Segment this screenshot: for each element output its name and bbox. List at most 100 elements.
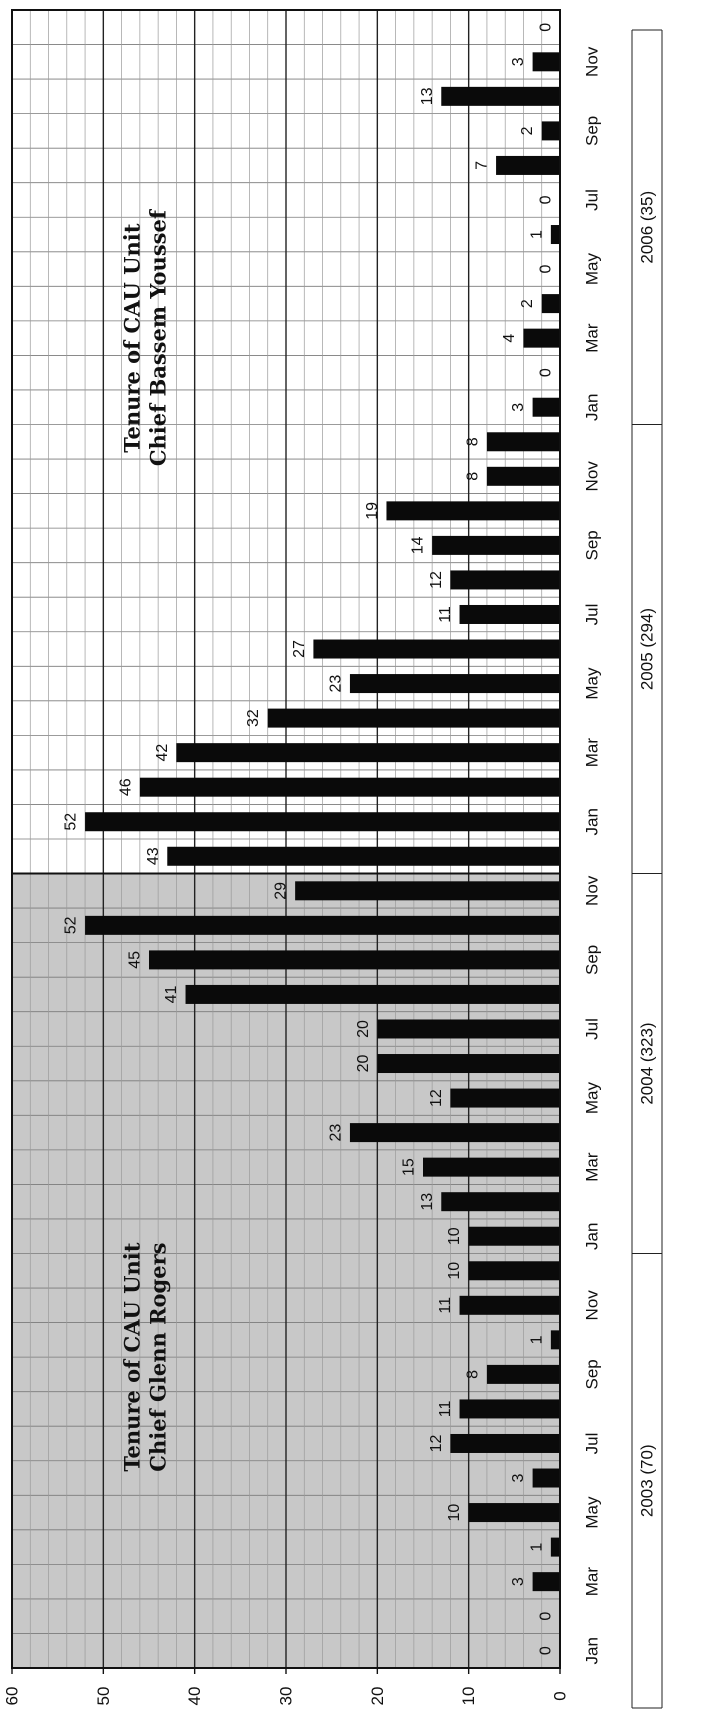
value-label-21: 52: [63, 916, 80, 934]
month-label-20: Sep: [583, 945, 602, 975]
bar-10: [459, 1295, 560, 1315]
bar-15: [349, 1123, 560, 1143]
bar-27: [267, 708, 560, 728]
value-label-24: 52: [63, 813, 80, 831]
month-label-30: Jul: [583, 604, 602, 626]
value-label-1: 0: [538, 1612, 555, 1621]
bar-21: [85, 915, 561, 935]
month-label-36: Jan: [583, 394, 602, 421]
value-label-37: 0: [538, 368, 555, 377]
value-label-2: 3: [510, 1577, 527, 1586]
bar-32: [432, 535, 560, 555]
value-label-32: 14: [410, 536, 427, 554]
bar-31: [450, 570, 560, 590]
bar-34: [486, 466, 560, 486]
value-label-12: 10: [446, 1227, 463, 1245]
month-label-16: May: [583, 1082, 602, 1115]
bar-44: [541, 121, 560, 141]
tenure-line2-1: Chief Bassem Youssef: [146, 208, 171, 466]
gridlines: [11, 9, 561, 1669]
month-label-6: Jul: [583, 1433, 602, 1455]
bar-30: [459, 604, 560, 624]
bar-14: [423, 1157, 560, 1177]
tick-label-0: 0: [551, 1691, 570, 1700]
bar-22: [295, 881, 560, 901]
value-label-16: 12: [428, 1089, 445, 1107]
year-axis: 2003 (70) 2004 (323) 2005 (294) 2006 (35): [631, 29, 663, 1709]
tick-label-60: 60: [3, 1687, 22, 1706]
value-label-8: 8: [464, 1370, 481, 1379]
value-labels: 0031103121181111010131523122020414552294…: [63, 23, 555, 1655]
bar-13: [441, 1192, 560, 1212]
bar-46: [532, 52, 560, 72]
value-label-36: 3: [510, 403, 527, 412]
month-label-40: May: [583, 253, 602, 286]
tick-label-40: 40: [185, 1687, 204, 1706]
month-label-28: May: [583, 667, 602, 700]
value-label-0: 0: [538, 1646, 555, 1655]
month-label-32: Sep: [583, 530, 602, 560]
year-label-2: 2005 (294): [638, 608, 657, 690]
value-label-31: 12: [428, 571, 445, 589]
month-label-4: May: [583, 1496, 602, 1529]
bar-7: [459, 1399, 560, 1419]
bar-11: [468, 1261, 560, 1281]
month-label-44: Sep: [583, 116, 602, 146]
bar-33: [386, 501, 560, 521]
value-label-5: 3: [510, 1473, 527, 1482]
month-label-0: Jan: [583, 1637, 602, 1664]
year-label-0: 2003 (70): [638, 1444, 657, 1517]
tenure-line1-1: Tenure of CAU Unit: [120, 223, 145, 452]
tick-label-10: 10: [459, 1687, 478, 1706]
tick-label-20: 20: [368, 1687, 387, 1706]
bar-24: [85, 812, 561, 832]
bar-12: [468, 1226, 560, 1246]
month-label-42: Jul: [583, 189, 602, 211]
value-label-10: 11: [437, 1297, 454, 1314]
value-label-25: 46: [117, 778, 134, 796]
month-label-8: Sep: [583, 1359, 602, 1389]
value-label-39: 2: [519, 299, 536, 308]
value-label-18: 20: [355, 1020, 372, 1038]
month-axis-labels: Jan Mar May Jul Sep Nov Jan Mar May Jul Sep Nov Jan M…: [583, 46, 602, 1664]
bar-6: [450, 1433, 560, 1453]
bar-20: [149, 950, 560, 970]
bar-28: [349, 674, 560, 694]
value-label-43: 7: [474, 161, 491, 170]
value-label-40: 0: [538, 265, 555, 274]
value-label-28: 23: [327, 675, 344, 693]
bar-29: [313, 639, 560, 659]
bar-38: [523, 328, 560, 348]
value-label-14: 15: [401, 1158, 418, 1176]
value-label-35: 8: [464, 437, 481, 446]
bar-9: [550, 1330, 560, 1350]
value-label-15: 23: [327, 1124, 344, 1142]
month-label-22: Nov: [583, 875, 602, 906]
value-label-29: 27: [291, 640, 308, 658]
value-label-44: 2: [519, 126, 536, 135]
year-label-3: 2006 (35): [638, 191, 657, 264]
bar-4: [468, 1503, 560, 1523]
value-label-4: 10: [446, 1504, 463, 1522]
month-label-12: Jan: [583, 1223, 602, 1250]
value-label-11: 10: [446, 1262, 463, 1280]
month-label-10: Nov: [583, 1290, 602, 1321]
value-axis-ticks: 0 10 20 30 40 50 60: [3, 1668, 570, 1705]
tick-label-30: 30: [277, 1687, 296, 1706]
value-label-23: 43: [145, 847, 162, 865]
tick-label-50: 50: [94, 1687, 113, 1706]
value-label-34: 8: [464, 472, 481, 481]
value-label-41: 1: [528, 230, 545, 239]
bar-5: [532, 1468, 560, 1488]
bars: [85, 52, 561, 1592]
value-label-38: 4: [501, 334, 518, 343]
month-label-24: Jan: [583, 808, 602, 835]
value-label-3: 1: [528, 1543, 545, 1552]
value-label-47: 0: [538, 23, 555, 32]
bar-43: [496, 155, 560, 175]
value-label-9: 1: [528, 1335, 545, 1344]
value-label-19: 41: [163, 985, 180, 1003]
value-label-27: 32: [245, 709, 262, 727]
value-label-13: 13: [419, 1193, 436, 1211]
